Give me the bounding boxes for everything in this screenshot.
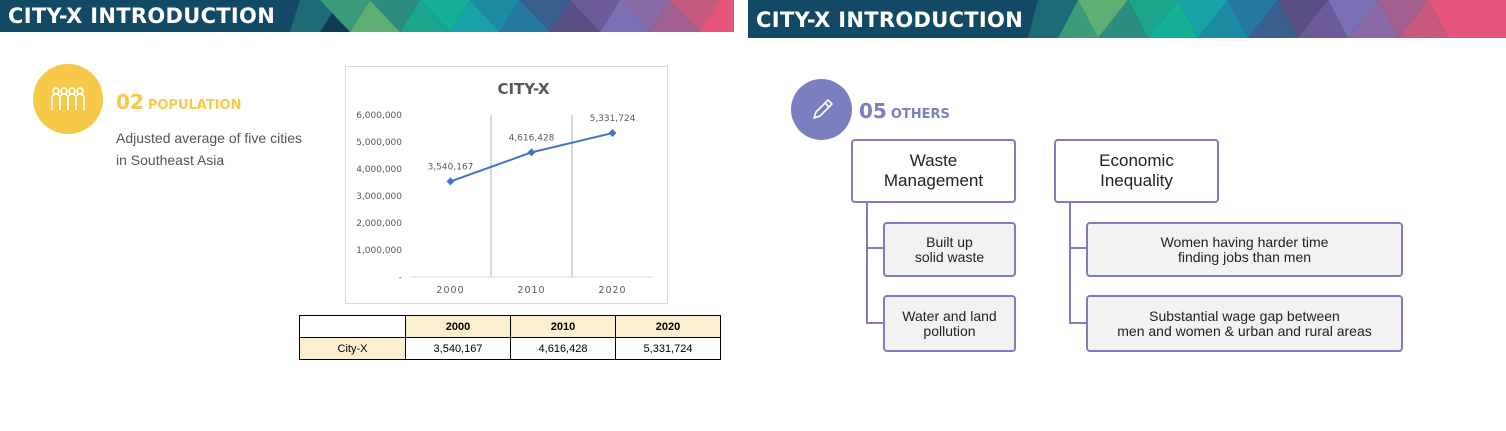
data-label: 3,540,167 bbox=[428, 162, 474, 172]
x-tick-label: 2000 bbox=[436, 285, 464, 296]
table-cell: 3,540,167 bbox=[405, 337, 511, 360]
section-heading: 05 OTHERS bbox=[859, 99, 950, 123]
data-point bbox=[608, 129, 617, 138]
table-header-cell: 2000 bbox=[405, 315, 511, 338]
section-number: 02 bbox=[116, 90, 144, 114]
data-point bbox=[527, 148, 536, 157]
title-banner: CITY-X INTRODUCTION bbox=[748, 0, 1506, 38]
chart-canvas: CITY-X - 1,000,000 2,000,000 3,000,000 4,000,… bbox=[356, 80, 653, 296]
section-number: 05 bbox=[859, 99, 887, 123]
banner-pattern bbox=[748, 0, 1506, 38]
y-tick-label: 4,000,000 bbox=[356, 165, 402, 175]
group-item: Women having harder time finding jobs th… bbox=[1086, 222, 1403, 277]
table-cell: 4,616,428 bbox=[510, 337, 616, 360]
section-label: POPULATION bbox=[147, 98, 242, 113]
banner-title: CITY-X INTRODUCTION bbox=[8, 4, 276, 28]
chart-title: CITY-X bbox=[497, 80, 549, 98]
y-tick-label: - bbox=[399, 273, 402, 283]
population-chart: CITY-X - 1,000,000 2,000,000 3,000,000 4,000,… bbox=[345, 66, 668, 304]
table-header-cell bbox=[299, 315, 406, 338]
section-description: Adjusted average of five cities in South… bbox=[116, 130, 302, 168]
connector-line bbox=[866, 203, 868, 324]
y-tick-label: 1,000,000 bbox=[356, 246, 402, 256]
table-row-label: City-X bbox=[299, 337, 406, 360]
table-header-cell: 2010 bbox=[510, 315, 616, 338]
group-item: Substantial wage gap between men and wom… bbox=[1086, 295, 1403, 352]
title-banner: CITY-X INTRODUCTION bbox=[0, 0, 734, 32]
slide-population: CITY-X INTRODUCTION 02 POPULATION Adjuste… bbox=[0, 0, 734, 431]
y-tick-label: 6,000,000 bbox=[356, 111, 402, 121]
slide-others: CITY-X INTRODUCTION 05 OTHERS Waste Manag… bbox=[748, 0, 1506, 431]
group-item: Water and land pollution bbox=[883, 295, 1016, 352]
table-row: City-X 3,540,167 4,616,428 5,331,724 bbox=[299, 337, 721, 360]
section-circle bbox=[791, 79, 852, 140]
population-table: 2000 2010 2020 City-X 3,540,167 4,616,42… bbox=[299, 315, 721, 360]
banner-title: CITY-X INTRODUCTION bbox=[756, 8, 1024, 32]
x-tick-label: 2010 bbox=[517, 285, 545, 296]
connector-line bbox=[866, 247, 884, 249]
y-tick-label: 3,000,000 bbox=[356, 192, 402, 202]
y-tick-label: 5,000,000 bbox=[356, 138, 402, 148]
section-heading: 02 POPULATION bbox=[116, 90, 241, 114]
y-tick-label: 2,000,000 bbox=[356, 219, 402, 229]
section-circle bbox=[33, 64, 103, 134]
connector-line bbox=[866, 322, 884, 324]
group-title-waste-management: Waste Management bbox=[851, 139, 1016, 203]
data-label: 4,616,428 bbox=[509, 133, 555, 143]
x-tick-label: 2020 bbox=[598, 285, 626, 296]
people-icon bbox=[51, 87, 85, 110]
pencil-icon bbox=[812, 98, 833, 119]
data-label: 5,331,724 bbox=[590, 114, 636, 124]
connector-line bbox=[1069, 322, 1087, 324]
group-title-economic-inequality: Economic Inequality bbox=[1054, 139, 1219, 203]
data-point bbox=[446, 177, 455, 186]
connector-line bbox=[1069, 203, 1071, 324]
table-header-row: 2000 2010 2020 bbox=[299, 315, 721, 338]
section-label: OTHERS bbox=[890, 107, 950, 122]
table-header-cell: 2020 bbox=[615, 315, 721, 338]
banner-pattern bbox=[0, 0, 734, 32]
table-cell: 5,331,724 bbox=[615, 337, 721, 360]
group-item: Built up solid waste bbox=[883, 222, 1016, 277]
connector-line bbox=[1069, 247, 1087, 249]
